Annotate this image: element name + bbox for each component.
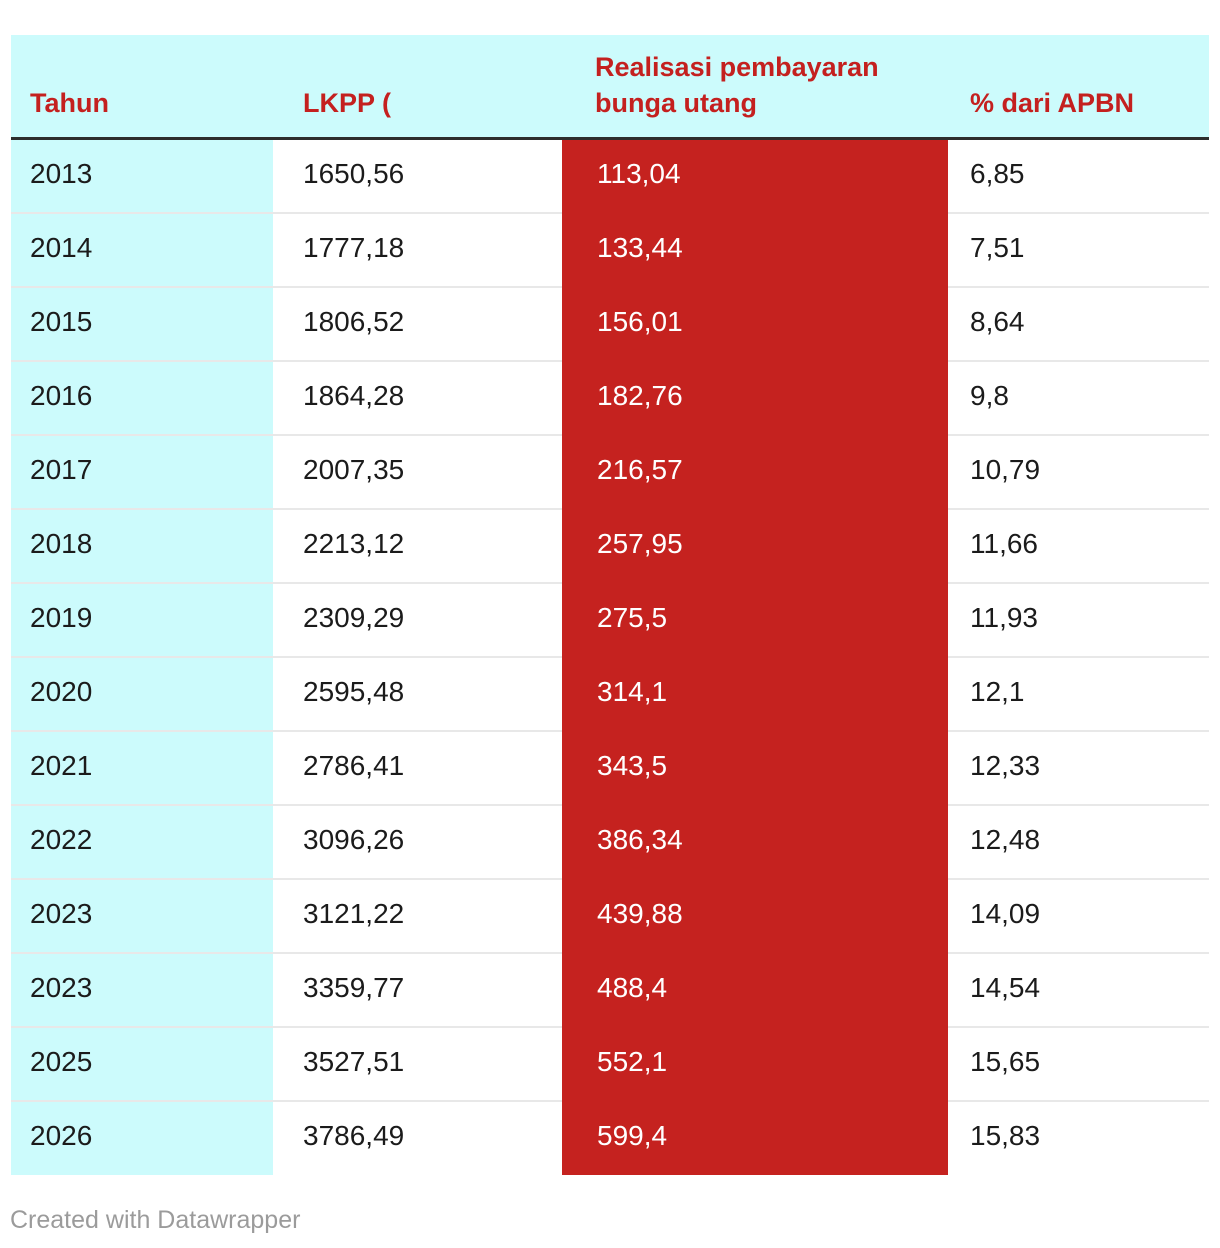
table-cell: 14,54 <box>948 951 1209 1027</box>
table-cell: 15,83 <box>948 1099 1209 1175</box>
data-table: Tahun LKPP ( Realisasi pembayaran bunga … <box>11 35 1209 1175</box>
table-row: 2013 1650,56 113,04 6,85 <box>11 138 1209 213</box>
table-cell: 488,4 <box>562 951 948 1027</box>
table-row: 2020 2595,48 314,1 12,1 <box>11 655 1209 731</box>
table-cell: 1864,28 <box>273 359 562 435</box>
table-cell: 2309,29 <box>273 581 562 657</box>
table-cell: 12,33 <box>948 729 1209 805</box>
table-row: 2016 1864,28 182,76 9,8 <box>11 359 1209 435</box>
table-row: 2017 2007,35 216,57 10,79 <box>11 433 1209 509</box>
table-cell: 2015 <box>11 285 273 361</box>
column-header-apbn: % dari APBN <box>948 35 1209 140</box>
table-row: 2014 1777,18 133,44 7,51 <box>11 211 1209 287</box>
table-cell: 2017 <box>11 433 273 509</box>
table-cell: 2016 <box>11 359 273 435</box>
table-row: 2023 3121,22 439,88 14,09 <box>11 877 1209 953</box>
table-cell: 1777,18 <box>273 211 562 287</box>
table-row: 2021 2786,41 343,5 12,33 <box>11 729 1209 805</box>
table-cell: 257,95 <box>562 507 948 583</box>
table-header: Tahun LKPP ( Realisasi pembayaran bunga … <box>11 35 1209 140</box>
table-body: 2013 1650,56 113,04 6,85 2014 1777,18 133,44 7,… <box>11 138 1209 1175</box>
table-cell: 8,64 <box>948 285 1209 361</box>
table-cell: 275,5 <box>562 581 948 657</box>
table-cell: 2025 <box>11 1025 273 1101</box>
table-cell: 7,51 <box>948 211 1209 287</box>
table-cell: 216,57 <box>562 433 948 509</box>
table-cell: 2023 <box>11 877 273 953</box>
table-cell: 1650,56 <box>273 138 562 213</box>
table-cell: 2022 <box>11 803 273 879</box>
table-cell: 1806,52 <box>273 285 562 361</box>
table-cell: 2020 <box>11 655 273 731</box>
column-header-realisasi: Realisasi pembayaran bunga utang <box>562 35 948 140</box>
table-cell: 14,09 <box>948 877 1209 953</box>
table-cell: 2786,41 <box>273 729 562 805</box>
table-cell: 6,85 <box>948 138 1209 213</box>
datawrapper-credit-link[interactable]: Created with Datawrapper <box>10 1206 301 1234</box>
table-cell: 599,4 <box>562 1099 948 1175</box>
table-cell: 10,79 <box>948 433 1209 509</box>
table-cell: 9,8 <box>948 359 1209 435</box>
table-cell: 15,65 <box>948 1025 1209 1101</box>
table-cell: 113,04 <box>562 138 948 213</box>
table-cell: 11,93 <box>948 581 1209 657</box>
table-cell: 3096,26 <box>273 803 562 879</box>
column-header-tahun: Tahun <box>11 35 273 140</box>
table-row: 2026 3786,49 599,4 15,83 <box>11 1099 1209 1175</box>
table-cell: 314,1 <box>562 655 948 731</box>
table-cell: 439,88 <box>562 877 948 953</box>
table-row: 2015 1806,52 156,01 8,64 <box>11 285 1209 361</box>
table-cell: 12,48 <box>948 803 1209 879</box>
table-cell: 2019 <box>11 581 273 657</box>
table-cell: 3359,77 <box>273 951 562 1027</box>
table-cell: 2007,35 <box>273 433 562 509</box>
table-cell: 182,76 <box>562 359 948 435</box>
table-cell: 156,01 <box>562 285 948 361</box>
table-row: 2022 3096,26 386,34 12,48 <box>11 803 1209 879</box>
table-cell: 2595,48 <box>273 655 562 731</box>
table-cell: 2213,12 <box>273 507 562 583</box>
table-cell: 133,44 <box>562 211 948 287</box>
table-cell: 3121,22 <box>273 877 562 953</box>
table-row: 2019 2309,29 275,5 11,93 <box>11 581 1209 657</box>
table-cell: 2023 <box>11 951 273 1027</box>
table-cell: 2013 <box>11 138 273 213</box>
table-cell: 552,1 <box>562 1025 948 1101</box>
table-row: 2025 3527,51 552,1 15,65 <box>11 1025 1209 1101</box>
table-cell: 12,1 <box>948 655 1209 731</box>
table-cell: 2021 <box>11 729 273 805</box>
table-cell: 3786,49 <box>273 1099 562 1175</box>
table-row: 2018 2213,12 257,95 11,66 <box>11 507 1209 583</box>
data-table-container: Tahun LKPP ( Realisasi pembayaran bunga … <box>11 35 1209 1175</box>
table-row: 2023 3359,77 488,4 14,54 <box>11 951 1209 1027</box>
column-header-lkpp: LKPP ( <box>273 35 562 140</box>
table-cell: 343,5 <box>562 729 948 805</box>
table-header-row: Tahun LKPP ( Realisasi pembayaran bunga … <box>11 35 1209 140</box>
table-cell: 3527,51 <box>273 1025 562 1101</box>
table-cell: 2018 <box>11 507 273 583</box>
table-cell: 11,66 <box>948 507 1209 583</box>
table-cell: 386,34 <box>562 803 948 879</box>
table-cell: 2014 <box>11 211 273 287</box>
table-cell: 2026 <box>11 1099 273 1175</box>
